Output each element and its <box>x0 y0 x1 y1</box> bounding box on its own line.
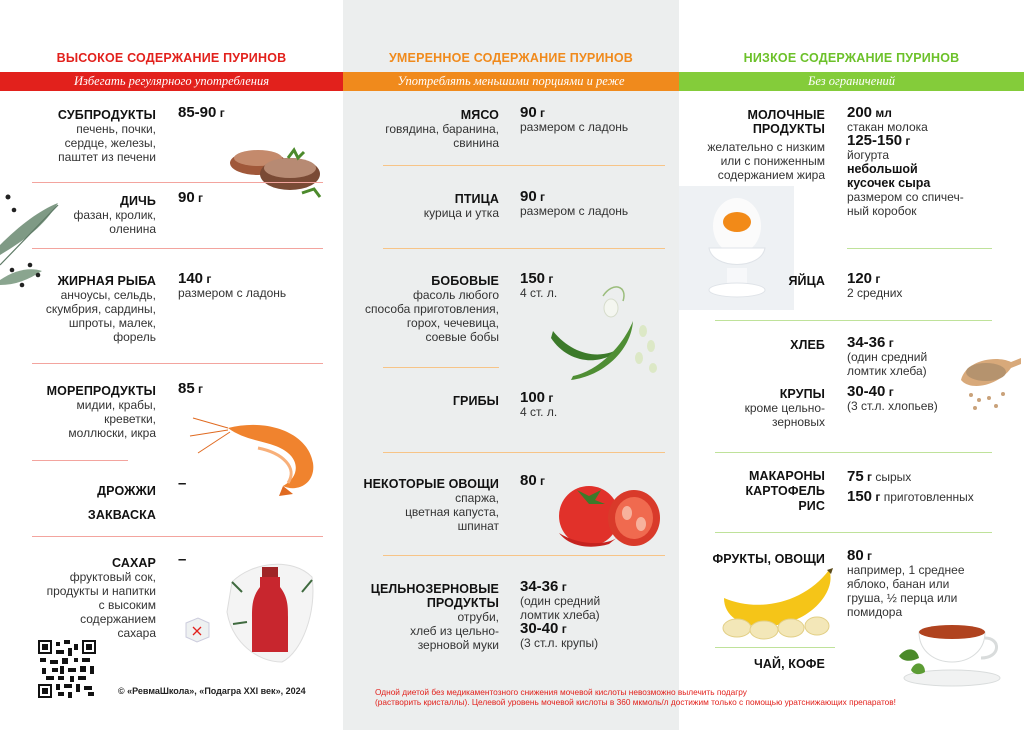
item-some-vegetables: НЕКОТОРЫЕ ОВОЩИ спаржа, цветная капуста,… <box>363 477 499 533</box>
low-purine-column: НИЗКОЕ СОДЕРЖАНИЕ ПУРИНОВ Без ограничени… <box>679 0 1024 730</box>
copyright: © «РевмаШкола», «Подагра XXI век», 2024 <box>118 686 306 696</box>
item-seafood: МОРЕПРОДУКТЫ мидии, крабы, креветки, мол… <box>46 384 156 440</box>
game-amount: 90 г <box>178 189 204 206</box>
fruits-amount: 80 г например, 1 среднее яблоко, банан и… <box>847 547 965 619</box>
sugar-amount: – <box>178 551 187 568</box>
item-fatty-fish: ЖИРНАЯ РЫБА анчоусы, сельдь, скумбрия, с… <box>45 274 156 344</box>
low-band: Без ограничений <box>679 72 1024 91</box>
item-eggs: ЯЙЦА <box>788 274 825 288</box>
groats-amount: 30-40 г (3 ст.л. хлопьев) <box>847 383 938 413</box>
egg-in-cup-image <box>679 186 794 310</box>
moderate-title: УМЕРЕННОЕ СОДЕРЖАНИЕ ПУРИНОВ <box>388 51 634 65</box>
divider <box>32 182 128 183</box>
poultry-amount: 90 г размером с ладонь <box>520 188 629 218</box>
seafood-amount: 85 г <box>178 380 204 397</box>
yeast-amount: – <box>178 475 187 492</box>
high-title: ВЫСОКОЕ СОДЕРЖАНИЕ ПУРИНОВ <box>56 51 287 65</box>
item-sugar: САХАР фруктовый сок, продукты и напитки … <box>46 556 156 640</box>
liver-pate-image <box>230 147 322 198</box>
offal-amount: 85-90 г <box>178 104 225 121</box>
high-purine-column: ВЫСОКОЕ СОДЕРЖАНИЕ ПУРИНОВ Избегать регу… <box>0 0 343 730</box>
banana-image <box>722 568 833 640</box>
green-bean-image <box>551 286 657 380</box>
tea-cup-image <box>899 625 1001 687</box>
item-groats: КРУПЫ кроме цельно- зерновых <box>744 387 825 429</box>
mushrooms-amount: 100 г 4 ст. л. <box>520 389 558 419</box>
item-poultry: ПТИЦА курица и утка <box>423 192 499 220</box>
shrimp-image <box>189 417 314 496</box>
tomato-image <box>559 486 660 547</box>
moderate-band: Употреблять меньшими порциями и реже <box>343 72 679 91</box>
sugar-bottle-image <box>226 563 314 663</box>
pasta-amount: 75 г сырых 150 г приготовленных <box>847 468 974 505</box>
item-game: ДИЧЬ фазан, кролик, оленина <box>73 194 156 236</box>
item-mushrooms: ГРИБЫ <box>452 394 499 408</box>
item-pasta: МАКАРОНЫ КАРТОФЕЛЬ РИС <box>745 469 825 513</box>
vegetables-amount: 80 г <box>520 472 546 489</box>
qr-code-icon <box>38 640 96 698</box>
item-wholegrain: ЦЕЛЬНОЗЕРНОВЫЕ ПРОДУКТЫ отруби, хлеб из … <box>370 582 499 652</box>
eggs-amount: 120 г 2 средних <box>847 270 903 300</box>
offal-name: СУБПРОДУКТЫ <box>57 108 156 122</box>
footer-warning: Одной диетой без медикаментозного снижен… <box>375 687 896 707</box>
sugar-cube-image <box>185 617 210 643</box>
item-fruits-vegetables: ФРУКТЫ, ОВОЩИ <box>712 552 825 566</box>
buckwheat-spoon-image <box>961 358 1021 410</box>
high-band: Избегать регулярного употребления <box>0 72 343 91</box>
wholegrain-amount: 34-36 г (один средний ломтик хлеба) 30-4… <box>520 578 601 650</box>
item-meat: МЯСО говядина, баранина, свинина <box>385 108 499 150</box>
item-tea-coffee: ЧАЙ, КОФЕ <box>754 657 825 671</box>
item-legumes: БОБОВЫЕ фасоль любого способа приготовле… <box>365 274 499 344</box>
low-title: НИЗКОЕ СОДЕРЖАНИЕ ПУРИНОВ <box>743 51 960 65</box>
legumes-amount: 150 г 4 ст. л. <box>520 270 558 300</box>
fatty-fish-amount: 140 г размером с ладонь <box>178 270 287 300</box>
bread-amount: 34-36 г (один средний ломтик хлеба) <box>847 334 928 378</box>
moderate-purine-column: УМЕРЕННОЕ СОДЕРЖАНИЕ ПУРИНОВ Употреблять… <box>343 0 679 730</box>
meat-amount: 90 г размером с ладонь <box>520 104 629 134</box>
item-yeast: ДРОЖЖИ ЗАКВАСКА <box>87 484 156 522</box>
eucalyptus-peppercorn-image <box>0 194 59 288</box>
dairy-amount: 200 мл стакан молока 125-150 г йогурта н… <box>847 104 964 218</box>
item-dairy: МОЛОЧНЫЕ ПРОДУКТЫ желательно с низким ил… <box>707 108 825 182</box>
item-bread: ХЛЕБ <box>790 338 825 352</box>
item-offal: СУБПРОДУКТЫ печень, почки, сердце, желез… <box>6 108 156 164</box>
